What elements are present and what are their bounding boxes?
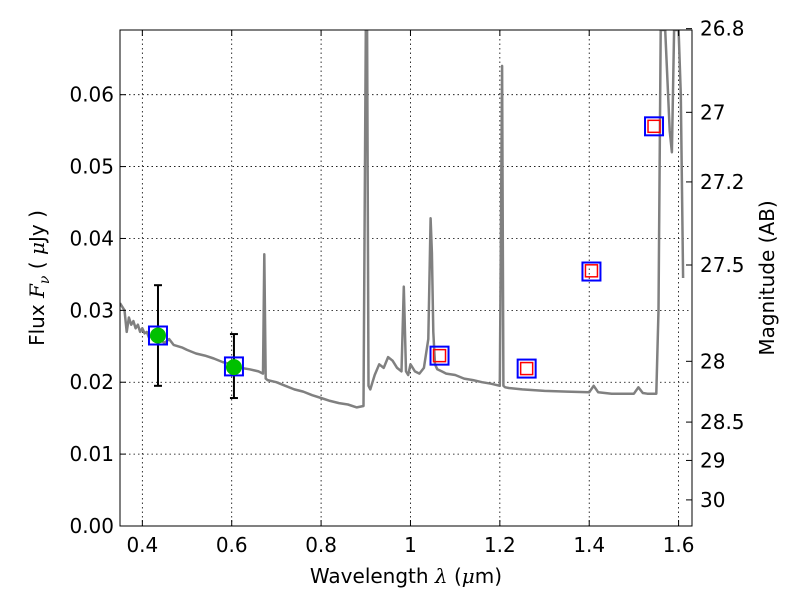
y2-tick-label: 27 [700,100,725,124]
x-tick-label: 1.4 [573,533,605,557]
y-tick-label: 0.01 [69,442,114,466]
predicted-square [584,264,599,278]
model-photometry-square [429,345,450,366]
model-photometry-square [223,356,244,377]
x-axis-label: Wavelength λ (μm) [310,564,502,588]
predicted-square [432,348,447,363]
y2-tick-label: 27.2 [700,170,745,194]
y2-tick-label: 27.5 [700,253,745,277]
grid-lines [120,30,692,527]
y-axis-ticks: 0.00 0.01 0.02 0.03 0.04 0.05 0.06 [69,83,126,538]
y-tick-label: 0.03 [69,298,114,322]
plot-area [120,30,685,409]
x-tick-label: 1.2 [484,533,516,557]
x-tick-label: 1 [404,533,417,557]
x-tick-label: 0.8 [305,533,337,557]
y2-axis-ticks: 26.8 27 27.2 27.5 28 28.5 29 30 [686,17,745,512]
y-tick-label: 0.02 [69,370,114,394]
observed-point [149,327,166,344]
y2-tick-label: 29 [700,448,725,472]
y2-tick-label: 28.5 [700,410,745,434]
x-tick-label: 0.4 [126,533,158,557]
model-photometry-square [516,358,537,379]
x-tick-label: 1.6 [663,533,695,557]
model-spectrum-line [120,30,685,409]
plot-frame [119,29,693,527]
y2-axis-label: Magnitude (AB) [755,200,779,355]
y-tick-label: 0.04 [69,226,114,250]
observed-point [225,359,242,376]
model-photometry-square [581,261,602,282]
y2-tick-label: 28 [700,349,725,373]
predicted-square [647,119,661,134]
x-tick-label: 0.6 [216,533,248,557]
y-tick-label: 0.00 [69,514,114,538]
model-photometry-square [644,116,665,137]
x-axis-ticks: 0.4 0.6 0.8 1 1.2 1.4 1.6 [126,30,695,557]
y2-tick-label: 30 [700,488,725,512]
y2-tick-label: 26.8 [700,17,745,41]
y-axis-label: Flux Fν ( μJy ) [25,210,53,346]
y-tick-label: 0.06 [69,83,114,107]
model-photometry-square [147,325,168,346]
y-tick-label: 0.05 [69,155,114,179]
predicted-square [519,361,534,376]
